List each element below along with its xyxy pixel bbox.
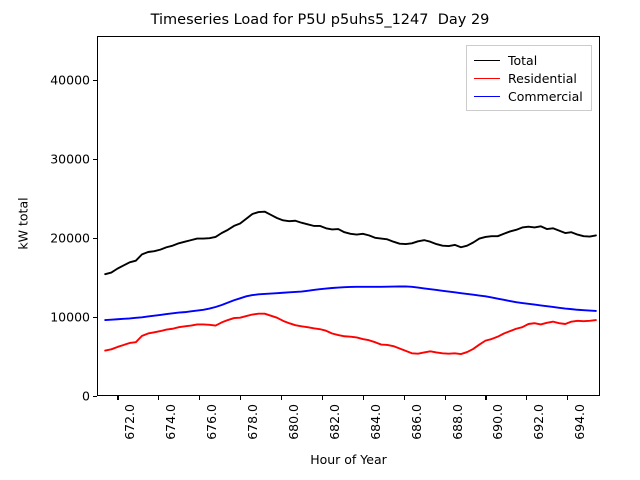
legend-swatch-total bbox=[474, 59, 500, 61]
x-tick-label: 684.0 bbox=[367, 404, 383, 440]
y-tick-label: 0 bbox=[82, 388, 90, 404]
y-tick-label: 40000 bbox=[50, 72, 90, 88]
x-tick-mark bbox=[199, 396, 201, 400]
legend-swatch-commercial bbox=[474, 95, 500, 97]
legend-item-total: Total bbox=[474, 51, 583, 69]
x-tick-label: 690.0 bbox=[490, 404, 506, 440]
x-tick-mark bbox=[240, 396, 242, 400]
legend-label: Commercial bbox=[508, 88, 583, 104]
y-tick-mark bbox=[93, 79, 97, 81]
x-tick-mark bbox=[117, 396, 119, 400]
legend-label: Total bbox=[508, 52, 538, 68]
x-tick-label: 688.0 bbox=[449, 404, 465, 440]
x-tick-label: 692.0 bbox=[531, 404, 547, 440]
x-axis-label: Hour of Year bbox=[310, 452, 387, 467]
x-tick-label: 676.0 bbox=[204, 404, 220, 440]
x-tick-mark bbox=[526, 396, 528, 400]
x-tick-label: 678.0 bbox=[245, 404, 261, 440]
y-tick-label: 20000 bbox=[50, 230, 90, 246]
x-tick-mark bbox=[403, 396, 405, 400]
y-tick-mark bbox=[93, 316, 97, 318]
legend-item-commercial: Commercial bbox=[474, 87, 583, 105]
x-tick-mark bbox=[281, 396, 283, 400]
chart-legend: Total Residential Commercial bbox=[466, 45, 592, 111]
y-axis-tick-labels: 0 10000 20000 30000 40000 bbox=[0, 0, 90, 480]
y-tick-label: 30000 bbox=[50, 151, 90, 167]
x-tick-label: 682.0 bbox=[326, 404, 342, 440]
plot-area-frame bbox=[97, 36, 600, 396]
x-tick-mark bbox=[362, 396, 364, 400]
x-tick-mark bbox=[567, 396, 569, 400]
series-line-residential bbox=[104, 312, 597, 356]
x-tick-mark bbox=[158, 396, 160, 400]
series-line-commercial bbox=[104, 285, 597, 321]
y-tick-mark bbox=[93, 237, 97, 239]
x-tick-label: 680.0 bbox=[286, 404, 302, 440]
legend-item-residential: Residential bbox=[474, 69, 583, 87]
series-line-total bbox=[104, 210, 597, 276]
x-tick-label: 672.0 bbox=[122, 404, 138, 440]
legend-label: Residential bbox=[508, 70, 577, 86]
x-tick-label: 674.0 bbox=[163, 404, 179, 440]
x-tick-label: 686.0 bbox=[408, 404, 424, 440]
y-tick-label: 10000 bbox=[50, 309, 90, 325]
x-tick-mark bbox=[321, 396, 323, 400]
y-tick-mark bbox=[93, 158, 97, 160]
x-tick-mark bbox=[485, 396, 487, 400]
x-tick-label: 694.0 bbox=[572, 404, 588, 440]
x-tick-mark bbox=[444, 396, 446, 400]
legend-swatch-residential bbox=[474, 77, 500, 79]
y-tick-mark bbox=[93, 396, 97, 398]
chart-title: Timeseries Load for P5U p5uhs5_1247 Day … bbox=[150, 12, 490, 28]
plot-lines bbox=[104, 210, 597, 356]
